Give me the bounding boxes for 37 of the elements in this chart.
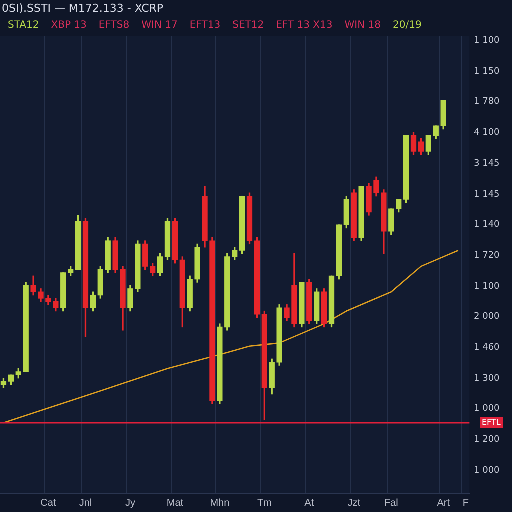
text: WIN 17 (142, 20, 178, 31)
x-tick-label: Mhn (210, 498, 230, 509)
text: 4 100 (474, 128, 500, 138)
text: EFTS8 (98, 20, 130, 31)
text: 2 000 (474, 312, 500, 322)
text: 1 100 (474, 36, 500, 46)
text: SET12 (232, 20, 264, 31)
text: WIN 18 (344, 20, 381, 31)
x-tick-label: Jnl (79, 498, 92, 509)
text: 1 460 (474, 343, 500, 354)
x-tick-label: At (304, 498, 314, 509)
x-tick-label: Mat (166, 498, 184, 509)
text: 1 200 (474, 435, 500, 446)
ref-line-label: EFTL (480, 417, 503, 428)
x-tick-label: Cat (40, 498, 56, 509)
text: 1 145 (474, 190, 500, 200)
x-tick-label: Jy (125, 498, 136, 509)
text: 1 000 (474, 466, 500, 476)
text: STA12 (8, 20, 40, 31)
text: 1 720 (474, 250, 500, 261)
text: 1 300 (474, 374, 500, 384)
text: 20/19 (393, 20, 422, 31)
text: EFT13 (190, 20, 221, 31)
x-tick-label: Fal (384, 498, 398, 509)
x-tick-label: Tm (257, 498, 272, 509)
text: 1 780 (474, 97, 500, 108)
x-tick-label: F (462, 498, 469, 509)
text: EFT 13 X13 (276, 20, 333, 31)
x-tick-label: Jzt (348, 498, 361, 509)
x-tick-label: Art (437, 498, 450, 509)
text: XBP 13 (51, 20, 87, 31)
text: 1 100 (474, 282, 500, 292)
text: 1 000 (474, 404, 500, 414)
text: 1 140 (474, 220, 500, 230)
chart-title: 0SI).SSTI — M172.133 - XCRP (2, 2, 164, 15)
text: 1 150 (474, 66, 500, 77)
text: 3 145 (474, 158, 500, 169)
